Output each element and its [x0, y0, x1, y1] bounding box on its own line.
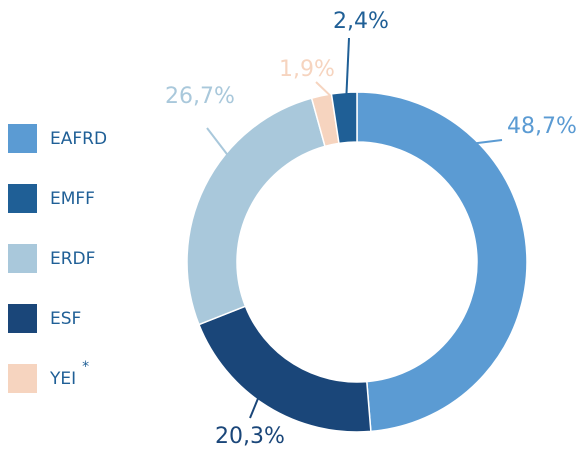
donut-slice — [356, 91, 528, 433]
leader-line — [345, 37, 350, 95]
leader-line — [475, 139, 503, 145]
leader-line — [249, 397, 260, 419]
legend-label: EAFRD — [50, 129, 107, 149]
legend-swatch — [8, 244, 37, 273]
legend-swatch — [8, 124, 37, 153]
data-label: 20,3% — [215, 424, 285, 449]
legend-name: EAFRD — [50, 129, 107, 149]
legend-label: YEI * — [49, 359, 89, 389]
legend-swatch — [8, 184, 37, 213]
data-label: 48,7% — [507, 114, 577, 139]
legend-note: * — [82, 359, 89, 375]
legend-label: ESF — [50, 309, 81, 329]
leader-line — [315, 81, 332, 97]
data-label: 26,7% — [165, 84, 235, 109]
legend-label: EMFF — [50, 189, 95, 209]
data-label: 2,4% — [333, 9, 389, 34]
legend-label: ERDF — [50, 249, 95, 269]
legend-swatch — [8, 304, 37, 333]
data-label: 1,9% — [279, 57, 335, 82]
legend-swatch — [8, 364, 37, 393]
legend-name: EMFF — [50, 189, 95, 209]
donut-slice — [197, 305, 372, 433]
legend-name: ERDF — [50, 249, 95, 269]
leader-line — [206, 127, 229, 156]
donut-slice — [186, 97, 326, 326]
legend-name: YEI — [49, 369, 76, 389]
donut-slice — [330, 91, 358, 145]
legend-name: ESF — [50, 309, 81, 329]
